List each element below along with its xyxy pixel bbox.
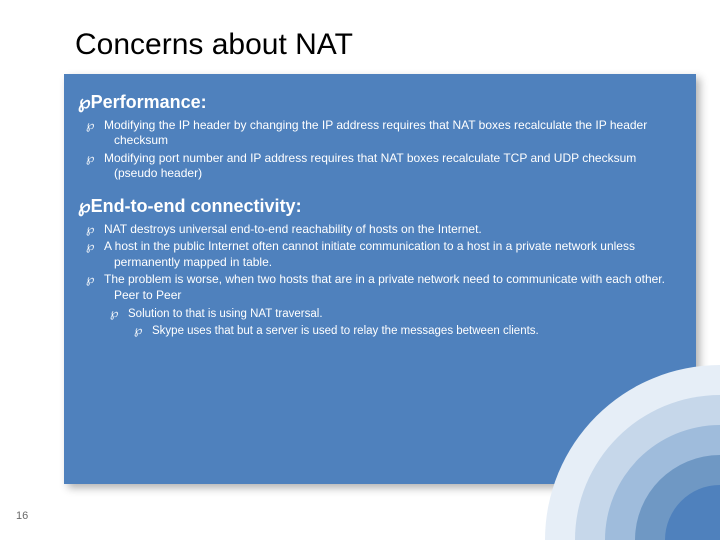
list-item: ℘Modifying the IP header by changing the… [100, 118, 682, 149]
sub-sub-bullets: ℘Skype uses that but a server is used to… [148, 323, 682, 339]
list-item-text: NAT destroys universal end-to-end reacha… [104, 222, 482, 236]
section-heading-text: Performance: [91, 92, 207, 112]
bullet-icon: ℘ [78, 92, 91, 114]
section-bullets-endtoend: ℘NAT destroys universal end-to-end reach… [100, 222, 682, 340]
section-header-performance: ℘Performance: [78, 92, 682, 114]
list-item: ℘A host in the public Internet often can… [100, 239, 682, 270]
list-item: ℘Modifying port number and IP address re… [100, 151, 682, 182]
page-number: 16 [16, 510, 28, 522]
list-item-text: Modifying port number and IP address req… [104, 151, 636, 181]
list-item-text: A host in the public Internet often cann… [104, 239, 635, 269]
section-header-endtoend: ℘End-to-end connectivity: [78, 196, 682, 218]
section-heading-text: End-to-end connectivity: [91, 196, 302, 216]
slide-title: Concerns about NAT [75, 28, 353, 62]
list-item-text: Skype uses that but a server is used to … [152, 325, 539, 337]
list-item: ℘Solution to that is using NAT traversal… [124, 306, 682, 322]
bullet-icon: ℘ [78, 196, 91, 218]
content-box: ℘Performance: ℘Modifying the IP header b… [64, 74, 696, 484]
list-item-text: Solution to that is using NAT traversal. [128, 308, 323, 320]
list-item: ℘Skype uses that but a server is used to… [148, 323, 682, 339]
list-item: ℘NAT destroys universal end-to-end reach… [100, 222, 682, 238]
sub-bullets: ℘Solution to that is using NAT traversal… [124, 306, 682, 340]
list-item-text: The problem is worse, when two hosts tha… [104, 272, 665, 302]
list-item: ℘The problem is worse, when two hosts th… [100, 272, 682, 303]
list-item-text: Modifying the IP header by changing the … [104, 118, 647, 148]
section-bullets-performance: ℘Modifying the IP header by changing the… [100, 118, 682, 182]
